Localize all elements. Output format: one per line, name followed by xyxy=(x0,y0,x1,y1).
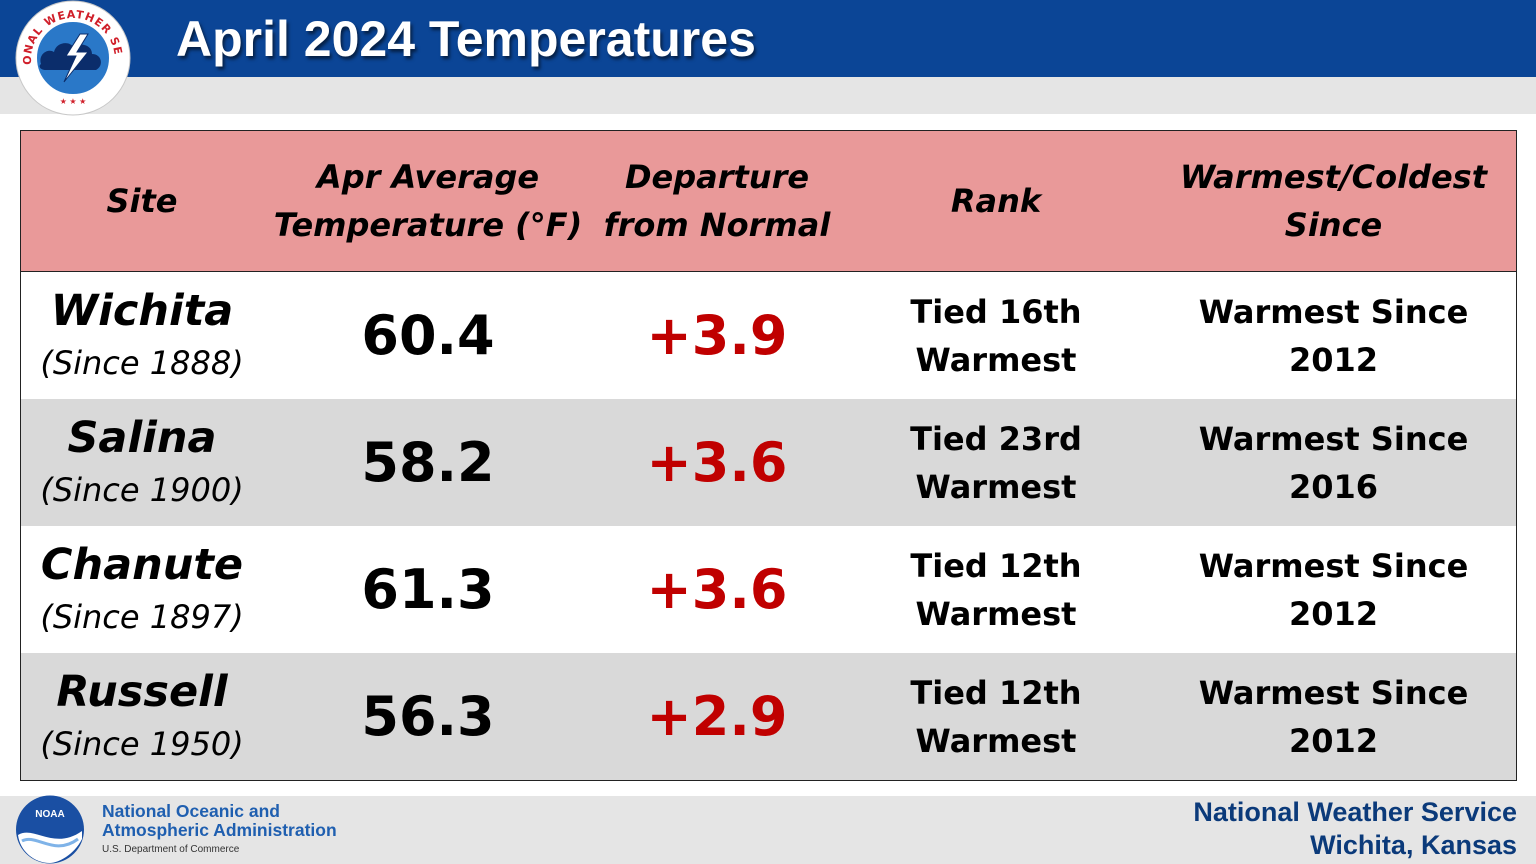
rank-cell: Tied 16th Warmest xyxy=(910,292,1082,379)
site-cell: Wichita (Since 1888) xyxy=(21,272,263,399)
avg-temp-cell: 61.3 xyxy=(283,526,573,653)
noaa-logo-icon: NOAA xyxy=(16,795,84,864)
site-record-start: (Since 1950) xyxy=(40,724,244,763)
since-cell: Warmest Since 2012 xyxy=(1198,673,1469,760)
site-record-start: (Since 1888) xyxy=(40,343,244,382)
since-cell: Warmest Since 2012 xyxy=(1198,292,1469,379)
avg-temp-cell: 58.2 xyxy=(283,399,573,526)
rank-cell: Tied 12th Warmest xyxy=(910,673,1082,760)
site-name: Chanute xyxy=(40,539,244,590)
col-header-rank: Rank xyxy=(950,182,1042,220)
page-title: April 2024 Temperatures xyxy=(176,11,756,67)
site-record-start: (Since 1900) xyxy=(40,470,244,509)
departure-value: +2.9 xyxy=(646,685,788,748)
col-header-since: Warmest/Coldest Since xyxy=(1180,158,1487,244)
departure-cell: +3.6 xyxy=(591,399,843,526)
noaa-department: U.S. Department of Commerce xyxy=(102,844,240,855)
avg-temp-value: 61.3 xyxy=(361,558,495,621)
departure-cell: +2.9 xyxy=(591,653,843,780)
site-record-start: (Since 1897) xyxy=(40,597,244,636)
header-subbar xyxy=(0,77,1536,114)
departure-cell: +3.9 xyxy=(591,272,843,399)
site-cell: Chanute (Since 1897) xyxy=(21,526,263,653)
avg-temp-cell: 60.4 xyxy=(283,272,573,399)
col-header-site: Site xyxy=(106,182,178,220)
table-row: Salina (Since 1900) 58.2 +3.6 Tied 23rd … xyxy=(21,399,1516,526)
departure-value: +3.9 xyxy=(646,304,788,367)
departure-value: +3.6 xyxy=(646,431,788,494)
col-header-departure: Departure from Normal xyxy=(603,158,831,244)
nws-logo-icon: NATIONAL WEATHER SERVICE ★ ★ ★ xyxy=(14,0,131,116)
since-cell: Warmest Since 2012 xyxy=(1198,546,1469,633)
site-name: Russell xyxy=(56,666,228,717)
table-header: Site Apr Average Temperature (°F) Depart… xyxy=(21,131,1516,272)
site-name: Wichita xyxy=(50,285,234,336)
since-cell: Warmest Since 2016 xyxy=(1198,419,1469,506)
avg-temp-value: 58.2 xyxy=(361,431,495,494)
table-row: Russell (Since 1950) 56.3 +2.9 Tied 12th… xyxy=(21,653,1516,780)
rank-cell: Tied 12th Warmest xyxy=(910,546,1082,633)
nws-office: National Weather Service Wichita, Kansas xyxy=(1193,797,1517,860)
departure-value: +3.6 xyxy=(646,558,788,621)
col-header-avg-temp: Apr Average Temperature (°F) xyxy=(273,158,583,244)
svg-text:★ ★ ★: ★ ★ ★ xyxy=(60,97,87,106)
noaa-name: National Oceanic and Atmospheric Adminis… xyxy=(102,801,337,840)
site-cell: Salina (Since 1900) xyxy=(21,399,263,526)
footer-bar xyxy=(0,796,1536,864)
rank-cell: Tied 23rd Warmest xyxy=(910,419,1082,506)
site-name: Salina xyxy=(67,412,217,463)
departure-cell: +3.6 xyxy=(591,526,843,653)
temperature-table: Site Apr Average Temperature (°F) Depart… xyxy=(20,130,1517,781)
header-bar xyxy=(0,0,1536,77)
svg-text:NOAA: NOAA xyxy=(35,809,64,820)
site-cell: Russell (Since 1950) xyxy=(21,653,263,780)
avg-temp-value: 60.4 xyxy=(361,304,495,367)
table-row: Wichita (Since 1888) 60.4 +3.9 Tied 16th… xyxy=(21,272,1516,399)
table-row: Chanute (Since 1897) 61.3 +3.6 Tied 12th… xyxy=(21,526,1516,653)
avg-temp-cell: 56.3 xyxy=(283,653,573,780)
avg-temp-value: 56.3 xyxy=(361,685,495,748)
